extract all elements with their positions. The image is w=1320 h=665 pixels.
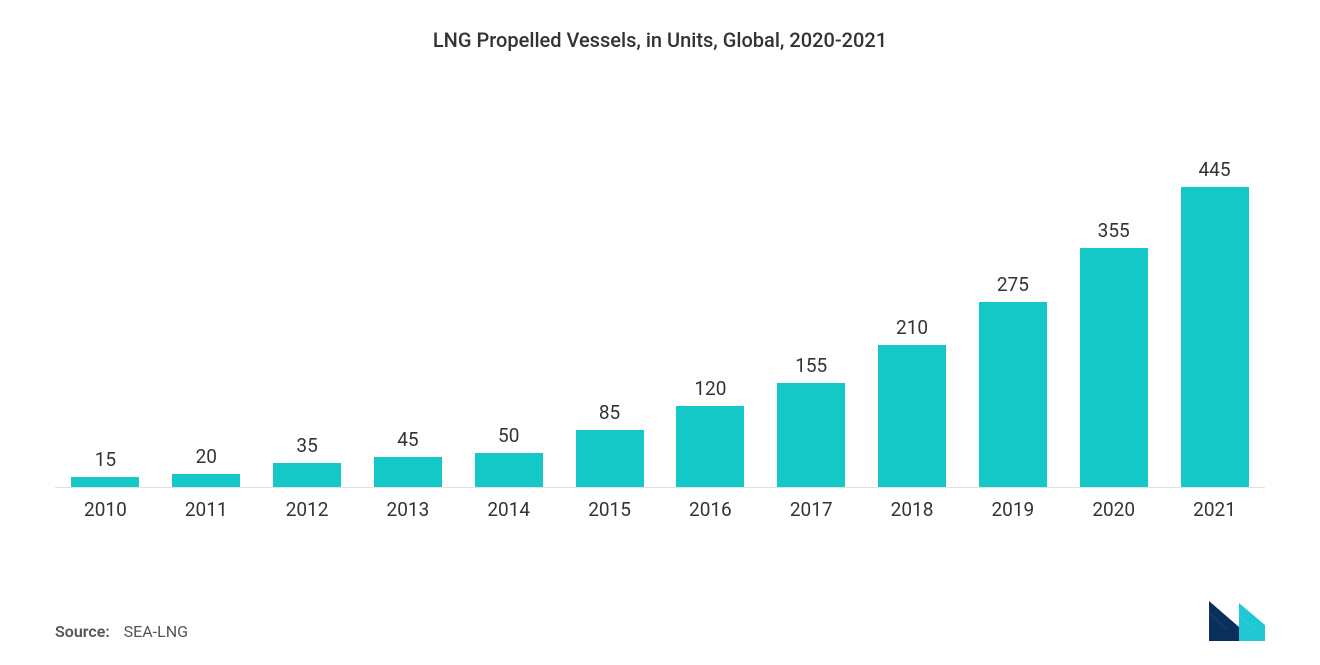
chart-footer: Source: SEA-LNG — [55, 601, 1265, 645]
bar-value-label: 50 — [498, 424, 519, 447]
x-axis-label: 2012 — [257, 498, 358, 521]
x-axis-label: 2011 — [156, 498, 257, 521]
bar — [273, 463, 341, 487]
x-axis-label: 2019 — [962, 498, 1063, 521]
bar-value-label: 20 — [196, 445, 217, 468]
x-axis-label: 2020 — [1063, 498, 1164, 521]
x-axis-label: 2018 — [862, 498, 963, 521]
bar-value-label: 355 — [1098, 219, 1130, 242]
chart-plot-area: 15 20 35 45 50 85 120 155 210 275 355 445 — [55, 52, 1265, 487]
source-value: SEA-LNG — [124, 622, 188, 641]
source-attribution: Source: SEA-LNG — [55, 622, 188, 641]
bar-value-label: 155 — [795, 354, 827, 377]
brand-logo-icon — [1209, 601, 1265, 641]
bar — [475, 453, 543, 487]
bar-group: 120 — [660, 377, 761, 487]
source-label: Source: — [55, 622, 110, 641]
bar — [777, 383, 845, 487]
x-axis-label: 2021 — [1164, 498, 1265, 521]
bar-group: 155 — [761, 354, 862, 487]
x-axis: 2010201120122013201420152016201720182019… — [55, 487, 1265, 521]
bar — [1080, 248, 1148, 487]
bar-value-label: 210 — [896, 316, 928, 339]
bar-group: 50 — [458, 424, 559, 487]
bar-group: 85 — [559, 401, 660, 487]
bar — [71, 477, 139, 487]
bar-group: 35 — [257, 434, 358, 487]
bar-group: 45 — [357, 428, 458, 487]
bar-group: 355 — [1063, 219, 1164, 487]
bar — [676, 406, 744, 487]
bar-group: 210 — [862, 316, 963, 487]
bar — [979, 302, 1047, 487]
x-axis-label: 2010 — [55, 498, 156, 521]
bar-value-label: 35 — [296, 434, 317, 457]
x-axis-label: 2014 — [458, 498, 559, 521]
bar — [374, 457, 442, 487]
chart-container: LNG Propelled Vessels, in Units, Global,… — [0, 0, 1320, 665]
bar-group: 445 — [1164, 158, 1265, 487]
bar-group: 275 — [962, 273, 1063, 487]
bar — [576, 430, 644, 487]
bar-value-label: 45 — [397, 428, 418, 451]
bar — [172, 474, 240, 487]
bar-group: 20 — [156, 445, 257, 487]
bar-group: 15 — [55, 448, 156, 487]
bar-value-label: 445 — [1199, 158, 1231, 181]
bar — [1181, 187, 1249, 487]
bar-value-label: 275 — [997, 273, 1029, 296]
x-axis-label: 2017 — [761, 498, 862, 521]
bar-value-label: 120 — [694, 377, 726, 400]
bar — [878, 345, 946, 487]
x-axis-label: 2015 — [559, 498, 660, 521]
bar-value-label: 15 — [95, 448, 116, 471]
x-axis-label: 2013 — [357, 498, 458, 521]
chart-title: LNG Propelled Vessels, in Units, Global,… — [55, 28, 1265, 52]
bar-value-label: 85 — [599, 401, 620, 424]
x-axis-label: 2016 — [660, 498, 761, 521]
